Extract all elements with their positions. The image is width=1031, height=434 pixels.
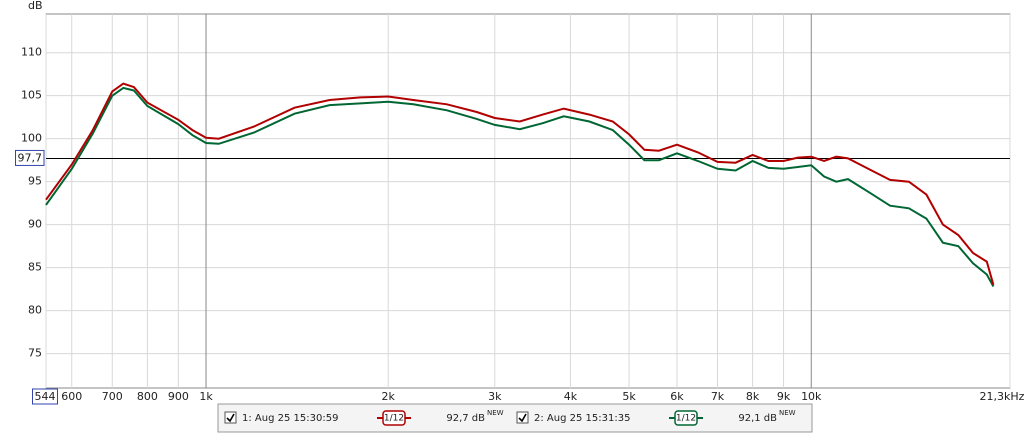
y-tick-label: 105 [21,89,42,102]
legend-smoothing: 1/12 [384,414,404,424]
x-tick-label: 10k [801,390,822,403]
legend-value: 92,7 dB [446,413,485,424]
y-tick-label: 90 [28,218,42,231]
legend-badge: NEW [779,409,796,417]
series-line [45,86,995,287]
checkmark [226,413,235,423]
legend-smoothing-box [674,410,698,426]
legend: 1: Aug 25 15:30:59 1/12 92,7 dB NEW 2: Aug 2… [217,403,813,433]
y-tick-label: 110 [21,46,42,59]
x-tick-label: 700 [102,390,123,403]
x-tick-label: 600 [61,390,82,403]
legend-badge: NEW [487,409,504,417]
x-tick-label: 3k [488,390,502,403]
x-tick-label: 900 [168,390,189,403]
y-tick-label: 80 [28,304,42,317]
y-tick-label: 100 [21,132,42,145]
x-tick-label: 9k [777,390,791,403]
y-axis-label: dB [28,0,43,12]
y-tick-label: 95 [28,175,42,188]
legend-box [217,403,813,433]
reference-label: 97,7 [18,151,43,164]
y-tick-label: 75 [28,347,42,360]
y-tick-label: 85 [28,261,42,274]
x-tick-label: 544 [35,390,56,403]
plot-area [45,13,1011,389]
x-tick-label: 7k [711,390,725,403]
x-tick-label: 2k [382,390,396,403]
legend-value: 92,1 dB [738,413,777,424]
legend-smoothing: 1/12 [676,414,696,424]
legend-checkbox[interactable] [516,411,529,424]
x-tick-label: 8k [746,390,760,403]
x-tick-label: 5k [622,390,636,403]
legend-name: 2: Aug 25 15:31:35 [534,413,630,424]
legend-checkbox[interactable] [224,411,237,424]
x-tick-label: 1k [199,390,213,403]
legend-name: 1: Aug 25 15:30:59 [242,413,338,424]
x-tick-label: 4k [564,390,578,403]
legend-smoothing-box [382,410,406,426]
x-tick-label: 6k [670,390,684,403]
reference-box [15,149,45,166]
series-line [45,82,995,286]
x-tick-label: 21,3kHz [980,390,1025,403]
checkmark [518,413,527,423]
x-tick-box [32,388,58,405]
x-tick-label: 800 [137,390,158,403]
